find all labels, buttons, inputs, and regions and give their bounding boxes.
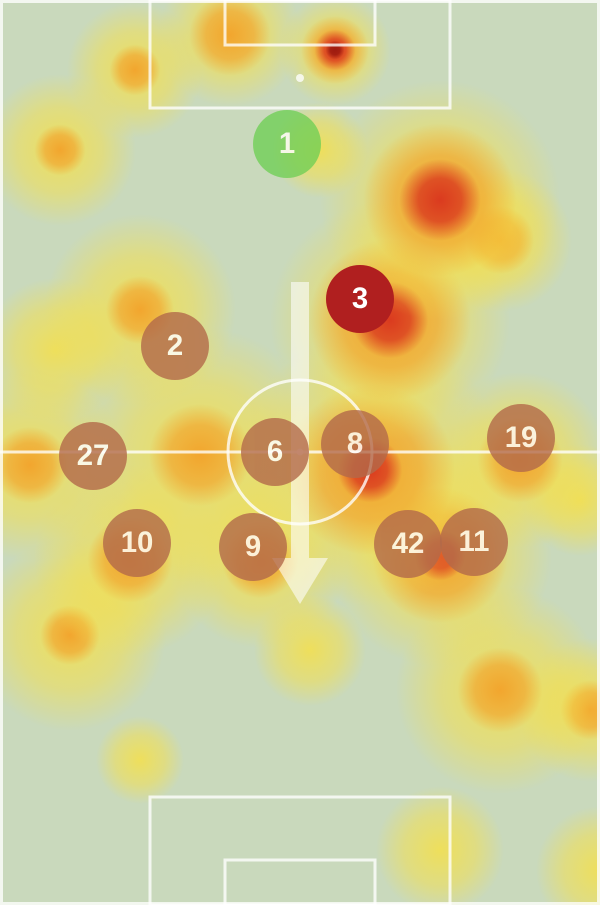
- player-marker-9[interactable]: 9: [219, 513, 287, 581]
- player-number-label: 19: [505, 421, 538, 455]
- player-number-label: 11: [458, 525, 489, 559]
- player-marker-6[interactable]: 6: [241, 418, 309, 486]
- player-marker-1[interactable]: 1: [253, 110, 321, 178]
- player-number-label: 27: [77, 439, 110, 473]
- player-number-label: 1: [279, 127, 295, 161]
- player-marker-11[interactable]: 11: [440, 508, 508, 576]
- player-marker-42[interactable]: 42: [374, 510, 442, 578]
- players-layer: 1 3 2 27 6 8 19 10 9 42 11: [0, 0, 600, 905]
- player-marker-27[interactable]: 27: [59, 422, 127, 490]
- player-marker-3[interactable]: 3: [326, 265, 394, 333]
- player-number-label: 2: [167, 329, 183, 363]
- player-number-label: 8: [347, 427, 363, 461]
- player-marker-19[interactable]: 19: [487, 404, 555, 472]
- player-number-label: 42: [392, 527, 425, 561]
- player-marker-8[interactable]: 8: [321, 410, 389, 478]
- player-number-label: 6: [267, 435, 283, 469]
- player-number-label: 9: [245, 530, 261, 564]
- player-marker-2[interactable]: 2: [141, 312, 209, 380]
- player-number-label: 10: [121, 526, 154, 560]
- player-marker-10[interactable]: 10: [103, 509, 171, 577]
- football-pitch-heatmap: 1 3 2 27 6 8 19 10 9 42 11: [0, 0, 600, 905]
- player-number-label: 3: [352, 282, 368, 316]
